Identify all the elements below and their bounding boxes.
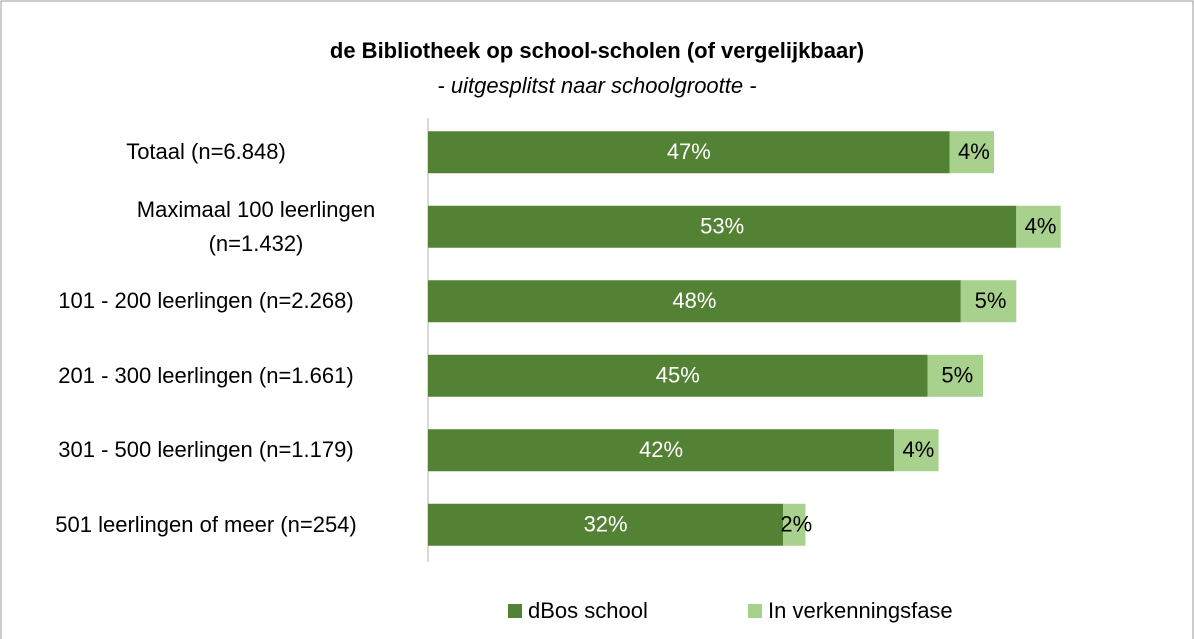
category-label: Totaal (n=6.848) [126,139,286,165]
value-label: 2% [780,512,812,537]
bar-segment [1016,205,1061,248]
bar-segment [428,205,1017,248]
bar-segment [949,131,995,174]
chart-title: de Bibliotheek op school-scholen (of ver… [330,38,864,63]
bar-segment [428,429,895,472]
value-label: 4% [958,139,990,164]
legend-swatch [748,604,762,618]
value-label: 32% [584,512,628,537]
value-label: 45% [656,363,700,388]
value-label: 48% [672,288,716,313]
bar-segment [428,354,928,397]
bar-segment [428,280,961,323]
category-label: 101 - 200 leerlingen (n=2.268) [58,288,354,314]
value-label: 42% [639,437,683,462]
bar-segment [960,280,1017,323]
bar-segment [927,354,983,397]
bar-segment [783,503,806,546]
category-label: 501 leerlingen of meer (n=254) [55,511,357,537]
value-label: 5% [941,363,973,388]
legend-label: dBos school [528,598,648,623]
bar-segment [428,131,950,174]
category-label: 201 - 300 leerlingen (n=1.661) [58,362,354,388]
bar-segment [894,429,939,472]
value-label: 4% [1025,214,1057,239]
legend-label: In verkenningsfase [768,598,953,623]
category-label: 301 - 500 leerlingen (n=1.179) [58,437,354,463]
bar-segment [428,503,784,546]
value-label: 53% [700,214,744,239]
value-label: 47% [667,139,711,164]
value-label: 5% [975,288,1007,313]
value-label: 4% [903,437,935,462]
category-label: Maximaal 100 leerlingen (n=1.432) [136,196,376,256]
legend-swatch [508,604,522,618]
chart-subtitle: - uitgesplitst naar schoolgrootte - [437,73,756,98]
